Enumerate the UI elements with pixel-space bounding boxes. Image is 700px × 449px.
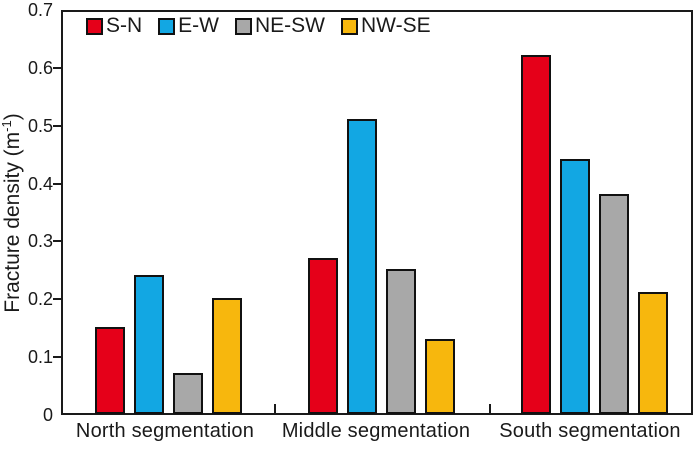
y-axis-tick — [53, 182, 61, 185]
bar-ne-sw-group2 — [386, 269, 416, 414]
bar-nw-se-group2 — [425, 339, 455, 414]
legend-item-ne-sw: NE-SW — [235, 14, 325, 38]
bar-ne-sw-group1 — [173, 373, 203, 414]
legend-item-label: NW-SE — [361, 14, 431, 37]
y-axis-tick-label: 0.6 — [27, 57, 53, 78]
x-axis-category-label: North segmentation — [75, 420, 255, 442]
bar-s-n-group1 — [95, 327, 125, 414]
bar-e-w-group2 — [347, 119, 377, 414]
legend-item-s-n: S-N — [86, 14, 142, 38]
x-axis-category-label: South segmentation — [499, 420, 681, 442]
bar-ne-sw-group3 — [599, 194, 629, 414]
legend-item-nw-se: NW-SE — [341, 14, 431, 38]
x-axis-tick — [489, 404, 491, 415]
y-axis-tick-label: 0.2 — [27, 289, 53, 310]
y-axis-tick — [53, 356, 61, 359]
bar-nw-se-group1 — [212, 298, 242, 414]
legend-swatch-ne-sw — [235, 17, 252, 35]
y-axis-tick — [53, 124, 61, 127]
y-axis-tick-label: 0.5 — [27, 115, 53, 136]
y-axis-tick — [53, 240, 61, 243]
y-axis-tick-label: 0.1 — [27, 347, 53, 368]
legend-swatch-nw-se — [341, 17, 358, 35]
y-axis-title-text: Fracture density (m — [1, 131, 24, 313]
bar-nw-se-group3 — [638, 292, 668, 414]
legend-swatch-e-w — [158, 17, 176, 35]
legend-item-e-w: E-W — [158, 14, 219, 38]
legend-swatch-s-n — [86, 17, 103, 35]
y-axis-tick — [53, 66, 61, 69]
bar-s-n-group2 — [308, 258, 338, 414]
y-axis-tick-label: 0.4 — [27, 173, 53, 194]
y-axis-title: Fracture density (m-1) — [0, 52, 26, 374]
legend: S-N E-W NE-SW NW-SE — [86, 14, 431, 38]
y-axis-tick-label: 0.7 — [27, 0, 53, 20]
x-axis-category-label: Middle segmentation — [281, 420, 471, 442]
legend-item-label: S-N — [106, 14, 143, 37]
bar-e-w-group3 — [560, 159, 590, 414]
y-axis-tick-label: 0 — [42, 405, 53, 425]
y-axis-tick-label: 0.3 — [27, 231, 53, 252]
y-axis-tick — [53, 298, 61, 301]
x-axis-tick — [274, 404, 276, 415]
bar-e-w-group1 — [134, 275, 164, 414]
legend-item-label: NE-SW — [255, 14, 325, 37]
legend-item-label: E-W — [178, 14, 219, 37]
bar-s-n-group3 — [521, 55, 551, 414]
